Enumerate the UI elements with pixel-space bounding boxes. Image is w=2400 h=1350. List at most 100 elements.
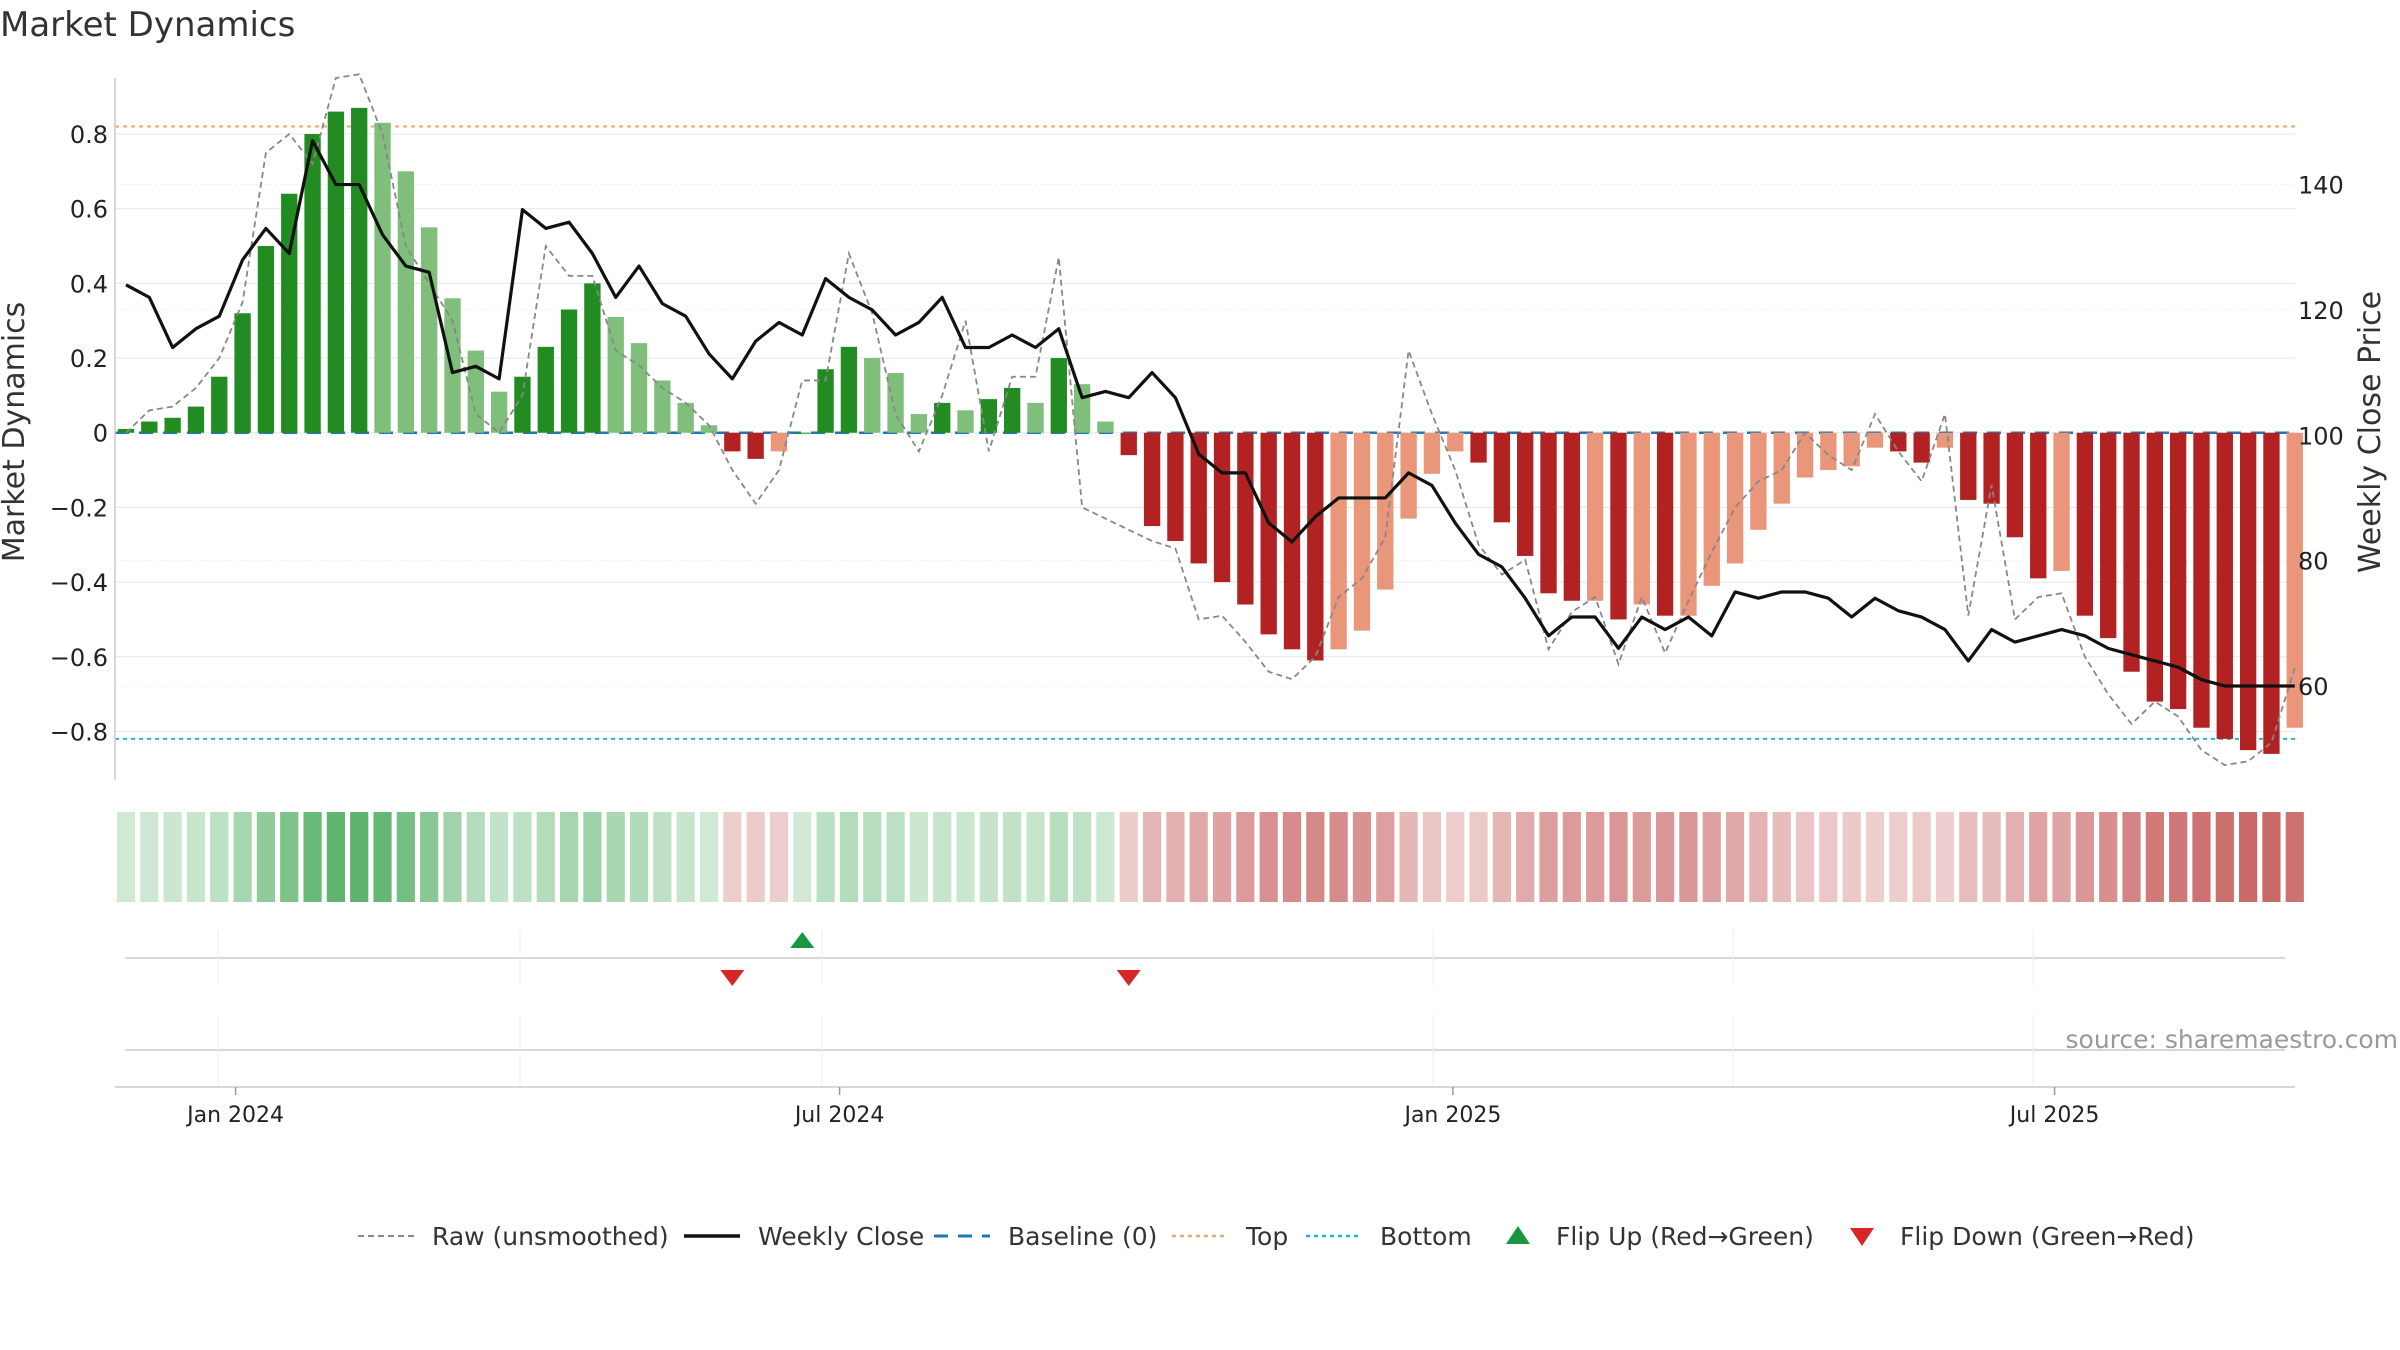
legend-label: Flip Up (Red→Green) [1556,1222,1814,1251]
bar [1913,432,1930,463]
heat-cell [629,812,649,902]
bar [234,313,251,433]
bar [1983,432,2000,504]
heat-cell [676,812,695,902]
bar [211,376,228,433]
bar [2286,432,2303,728]
y-tick-label-left: −0.6 [50,644,108,672]
y-tick-label-right: 100 [2298,422,2344,450]
bar [351,107,368,433]
bar [1423,432,1441,474]
heat-cell [1912,812,1931,902]
heat-cell [863,812,882,902]
bar [117,429,135,433]
bar [374,122,391,433]
bar [770,432,788,452]
bar [887,372,904,433]
bar [584,283,601,433]
bar [1680,432,1697,616]
bar [2123,432,2140,672]
heat-cell [256,812,276,902]
heat-cell [933,812,952,902]
heat-cell [1399,812,1418,902]
heat-cell [979,812,998,902]
heat-cell [2075,812,2094,902]
flip-up-marker [790,932,815,948]
bar [1097,421,1114,433]
bar [677,402,694,433]
y-tick-label-left: 0.8 [70,121,108,149]
y-tick-label-left: 0.2 [70,345,108,373]
bar [514,376,531,433]
bar [1073,384,1091,433]
heat-cell [559,812,579,902]
bar [747,432,764,459]
bar [1726,432,1744,564]
heat-cell [746,812,765,902]
bar [1003,387,1021,433]
bar [1586,432,1604,601]
heat-cell [1842,812,1861,902]
bar [1936,432,1954,448]
flip-down-marker [1116,970,1141,986]
heat-cell [210,812,229,902]
heat-strip [116,812,2304,902]
bar [910,414,928,433]
heat-cell [280,812,299,902]
bar [467,350,484,433]
heat-cell [163,812,182,902]
bar [490,391,508,433]
bar [2076,432,2094,616]
heat-cell [1422,812,1442,902]
y-tick-label-left: −0.8 [50,718,108,746]
y-tick-label-right: 140 [2298,172,2344,200]
bar [2146,432,2164,702]
y-tick-label-left: 0 [93,420,108,448]
heat-cell [1819,812,1838,902]
bar [187,406,205,433]
heat-cell [513,812,532,902]
heat-cell [1586,812,1605,902]
heat-cell [396,812,415,902]
bar [1050,358,1067,433]
bar [257,246,275,433]
heat-cell [2215,812,2234,902]
heat-cell [1003,812,1022,902]
y-axis-label-left: Market Dynamics [0,302,32,563]
y-tick-label-left: 0.6 [70,196,108,224]
heat-cell [909,812,928,902]
heat-cell [1795,812,1815,902]
bar [1540,432,1557,594]
heat-cell [1562,812,1581,902]
bar [1377,432,1394,590]
legend-label: Top [1245,1222,1288,1251]
bar [1470,432,1487,463]
heat-cell [1632,812,1651,902]
heat-cell [2262,812,2281,902]
heat-cell [140,812,159,902]
y-tick-label-left: 0.4 [70,270,108,298]
bar [1866,432,1884,448]
heat-cell [1749,812,1768,902]
x-tick-label: Jul 2024 [793,1103,885,1128]
bar [141,421,158,433]
heat-cell [2029,812,2048,902]
weekly-close-series [125,139,2295,688]
bar [794,432,811,434]
heat-cell [886,812,905,902]
heat-cell [186,812,206,902]
bar [1563,432,1581,601]
bar [1517,432,1534,556]
bar [397,171,415,433]
bar [1820,432,1837,471]
heat-cell [1772,812,1791,902]
heat-cell [1073,812,1092,902]
bar [2193,432,2210,728]
heat-cell [1679,812,1698,902]
heat-cell [839,812,859,902]
bar [700,425,718,433]
bar [1237,432,1254,605]
heat-cell [490,812,509,902]
x-tick-label: Jan 2025 [1402,1103,1501,1128]
heat-cell [816,812,835,902]
